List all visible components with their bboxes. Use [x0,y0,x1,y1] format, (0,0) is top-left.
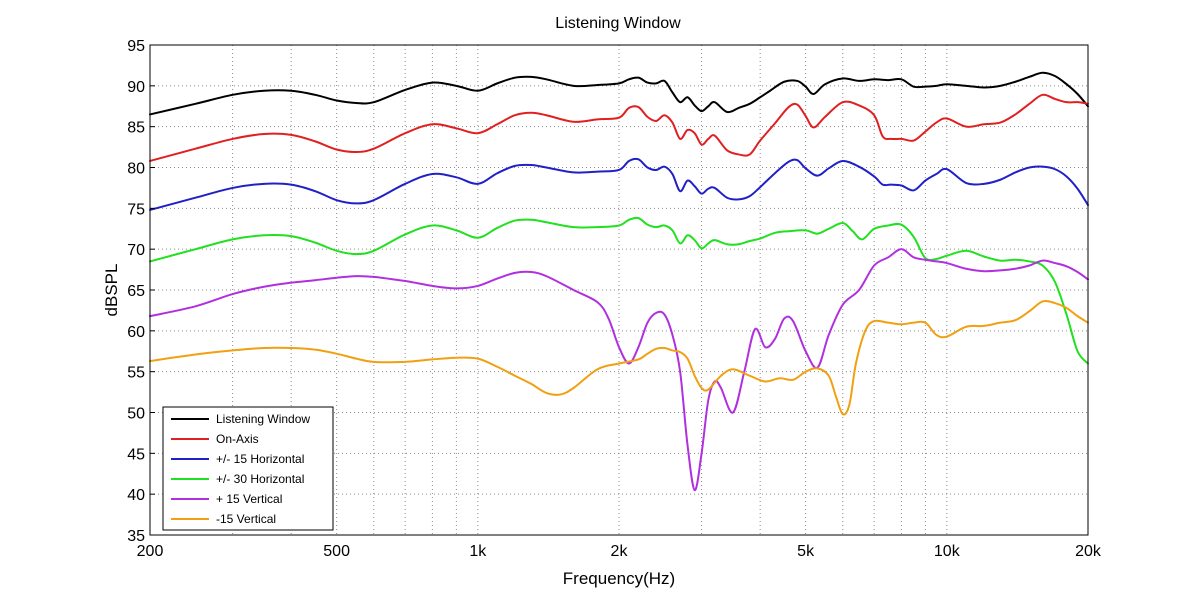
series-line-1 [149,93,1089,162]
y-tick-label: 90 [127,79,145,96]
series-line-2 [149,157,1089,211]
x-tick-label: 200 [137,543,164,560]
series-line-0 [149,71,1089,116]
legend-label-3: +/- 30 Horizontal [216,472,304,486]
y-tick-label: 50 [127,406,145,423]
x-tick-label: 5k [797,543,815,560]
y-tick-labels: 35 40 45 50 55 60 65 70 75 80 85 90 95 [127,38,155,545]
series-line-5 [149,299,1089,416]
y-tick-label: 40 [127,487,145,504]
data-series [149,71,1089,492]
y-tick-label: 55 [127,365,145,382]
series-line-3 [149,216,1089,365]
legend: Listening Window On-Axis +/- 15 Horizontal… [162,406,334,531]
y-tick-label: 85 [127,120,145,137]
y-tick-label: 80 [127,161,145,178]
x-tick-label: 20k [1075,543,1102,560]
y-tick-label: 60 [127,324,145,341]
x-tick-label: 2k [611,543,629,560]
y-tick-label: 35 [127,528,145,545]
y-tick-label: 95 [127,38,145,55]
x-tick-label: 1k [469,543,487,560]
legend-label-4: + 15 Vertical [216,492,282,506]
x-tick-labels: 200 500 1k 2k 5k 10k 20k [137,543,1102,560]
x-tick-label: 500 [323,543,350,560]
chart-title: Listening Window [555,15,681,32]
y-tick-label: 75 [127,201,145,218]
y-axis-label: dBSPL [102,264,121,317]
legend-label-0: Listening Window [216,412,310,426]
legend-label-2: +/- 15 Horizontal [216,452,304,466]
y-tick-label: 45 [127,446,145,463]
y-tick-label: 70 [127,242,145,259]
x-axis-label: Frequency(Hz) [563,569,675,588]
legend-label-1: On-Axis [216,432,259,446]
x-tick-label: 10k [934,543,961,560]
series-line-4 [149,248,1089,492]
legend-box [162,406,334,531]
legend-label-5: -15 Vertical [216,512,276,526]
y-tick-label: 65 [127,283,145,300]
